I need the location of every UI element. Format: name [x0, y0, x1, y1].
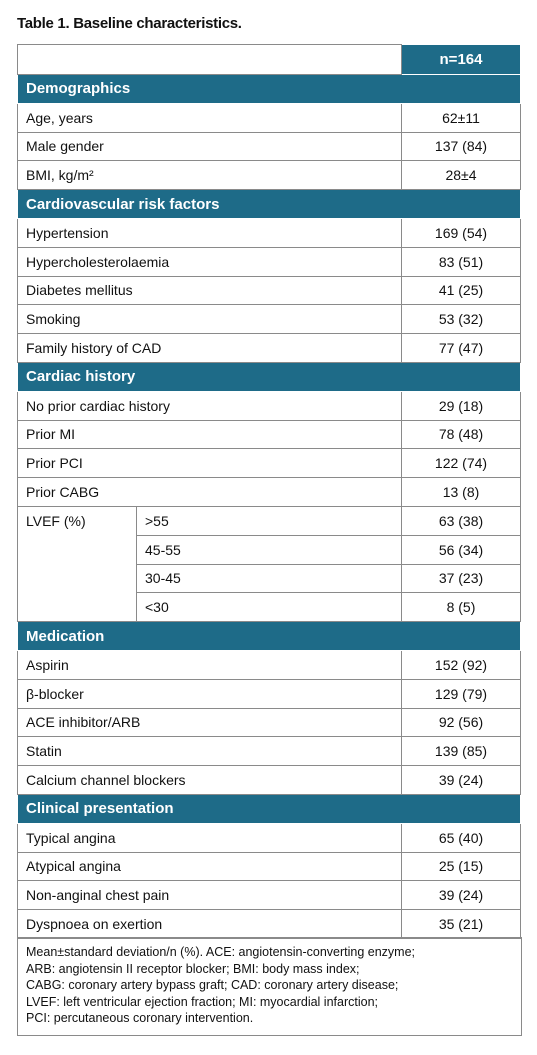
- footnote-line: CABG: coronary artery bypass graft; CAD:…: [26, 978, 399, 992]
- row-value: 152 (92): [401, 649, 521, 680]
- row-label: Family history of CAD: [17, 333, 402, 363]
- section-title: Demographics: [17, 74, 521, 104]
- row: Non-anginal chest pain 39 (24): [17, 880, 521, 911]
- row-value: 35 (21): [401, 909, 521, 939]
- header-blank: [17, 44, 402, 75]
- row: Calcium channel blockers 39 (24): [17, 765, 521, 795]
- row-label: Male gender: [17, 131, 402, 162]
- row-label: ACE inhibitor/ARB: [17, 707, 402, 738]
- row: Family history of CAD 77 (47): [17, 333, 521, 363]
- row: Hypertension 169 (54): [17, 217, 521, 248]
- row-label: Aspirin: [17, 649, 402, 680]
- row: ACE inhibitor/ARB 92 (56): [17, 707, 521, 738]
- section-title: Cardiac history: [17, 361, 521, 392]
- row-label: Hypertension: [17, 217, 402, 248]
- row-value: 83 (51): [401, 246, 521, 277]
- row-label: Typical angina: [17, 822, 402, 853]
- row: Prior CABG 13 (8): [17, 477, 521, 507]
- footnote: Mean±standard deviation/n (%). ACE: angi…: [17, 937, 522, 1036]
- row: Male gender 137 (84): [17, 131, 521, 162]
- row: No prior cardiac history 29 (18): [17, 390, 521, 421]
- row-label: Age, years: [17, 102, 402, 133]
- row-value: 13 (8): [401, 477, 521, 507]
- row-value: 25 (15): [401, 851, 521, 882]
- row: BMI, kg/m² 28±4: [17, 160, 521, 191]
- row-label: Non-anginal chest pain: [17, 880, 402, 911]
- section-row: Demographics: [17, 74, 521, 104]
- row: Prior MI 78 (48): [17, 419, 521, 450]
- row: Diabetes mellitus 41 (25): [17, 275, 521, 306]
- section-row: Medication: [17, 621, 521, 651]
- row: Smoking 53 (32): [17, 304, 521, 335]
- row-value: 39 (24): [401, 880, 521, 911]
- row-value: 53 (32): [401, 304, 521, 335]
- section-row: Cardiac history: [17, 361, 521, 392]
- subrow-label: >55: [136, 505, 402, 536]
- row: 45-55 56 (34): [18, 534, 521, 565]
- row-value: 122 (74): [401, 448, 521, 479]
- row: Age, years 62±11: [17, 102, 521, 133]
- row-label: Smoking: [17, 304, 402, 335]
- row-value: 137 (84): [401, 131, 521, 162]
- row: Dyspnoea on exertion 35 (21): [17, 909, 521, 939]
- row-value: 56 (34): [401, 534, 521, 565]
- subrow-label: 45-55: [136, 534, 402, 565]
- footnote-line: ARB: angiotensin II receptor blocker; BM…: [26, 961, 360, 976]
- table-body: n=164 Demographics Age, years 62±11 Male ge…: [17, 44, 521, 939]
- section-row: Cardiovascular risk factors: [17, 189, 521, 219]
- table: n=164 Demographics Age, years 62±11 Male ge…: [17, 44, 521, 939]
- footnote-line: PCI: percutaneous coronary intervention.: [26, 1011, 254, 1025]
- row-label: Hypercholesterolaemia: [17, 246, 402, 277]
- row-label: LVEF (%): [17, 505, 137, 623]
- footnote-line: LVEF: left ventricular ejection fraction…: [26, 994, 378, 1009]
- row-label: Statin: [17, 736, 402, 767]
- row: β-blocker 129 (79): [17, 678, 521, 709]
- subrow-label: 30-45: [136, 563, 402, 594]
- row: Typical angina 65 (40): [17, 822, 521, 853]
- row-label: Atypical angina: [17, 851, 402, 882]
- row: <30 8 (5): [18, 592, 521, 623]
- row-value: 39 (24): [401, 765, 521, 795]
- row: Aspirin 152 (92): [17, 649, 521, 680]
- row-value: 28±4: [401, 160, 521, 191]
- row: Atypical angina 25 (15): [17, 851, 521, 882]
- row: Hypercholesterolaemia 83 (51): [17, 246, 521, 277]
- row-label: Dyspnoea on exertion: [17, 909, 402, 939]
- header-row: n=164: [17, 44, 521, 75]
- table-title: Table 1. Baseline characteristics.: [17, 15, 242, 32]
- row-label: Diabetes mellitus: [17, 275, 402, 306]
- row-value: 92 (56): [401, 707, 521, 738]
- row-label: Prior PCI: [17, 448, 402, 479]
- footnote-line: Mean±standard deviation/n (%). ACE: angi…: [26, 945, 416, 959]
- section-row: Clinical presentation: [17, 793, 521, 824]
- row-value: 29 (18): [401, 390, 521, 421]
- column-header: n=164: [401, 44, 521, 75]
- row-label: Calcium channel blockers: [17, 765, 402, 795]
- row: LVEF (%) >55 63 (38): [17, 505, 521, 623]
- row-label: Prior CABG: [17, 477, 402, 507]
- section-title: Clinical presentation: [17, 793, 521, 824]
- row-value: 8 (5): [401, 592, 521, 623]
- row-value: 139 (85): [401, 736, 521, 767]
- row-value: 37 (23): [401, 563, 521, 594]
- subrow-label: <30: [136, 592, 402, 623]
- row-value: 78 (48): [401, 419, 521, 450]
- row-value: 77 (47): [401, 333, 521, 363]
- row-label: No prior cardiac history: [17, 390, 402, 421]
- row: Prior PCI 122 (74): [17, 448, 521, 479]
- section-title: Cardiovascular risk factors: [17, 189, 521, 219]
- row-value: 41 (25): [401, 275, 521, 306]
- row-value: 129 (79): [401, 678, 521, 709]
- row-value: 169 (54): [401, 217, 521, 248]
- section-title: Medication: [17, 621, 521, 651]
- row-label: BMI, kg/m²: [17, 160, 402, 191]
- row-value: 65 (40): [401, 822, 521, 853]
- row: Statin 139 (85): [17, 736, 521, 767]
- row-label: β-blocker: [17, 678, 402, 709]
- row-value: 62±11: [401, 102, 521, 133]
- row-value: 63 (38): [401, 505, 521, 536]
- row-label: Prior MI: [17, 419, 402, 450]
